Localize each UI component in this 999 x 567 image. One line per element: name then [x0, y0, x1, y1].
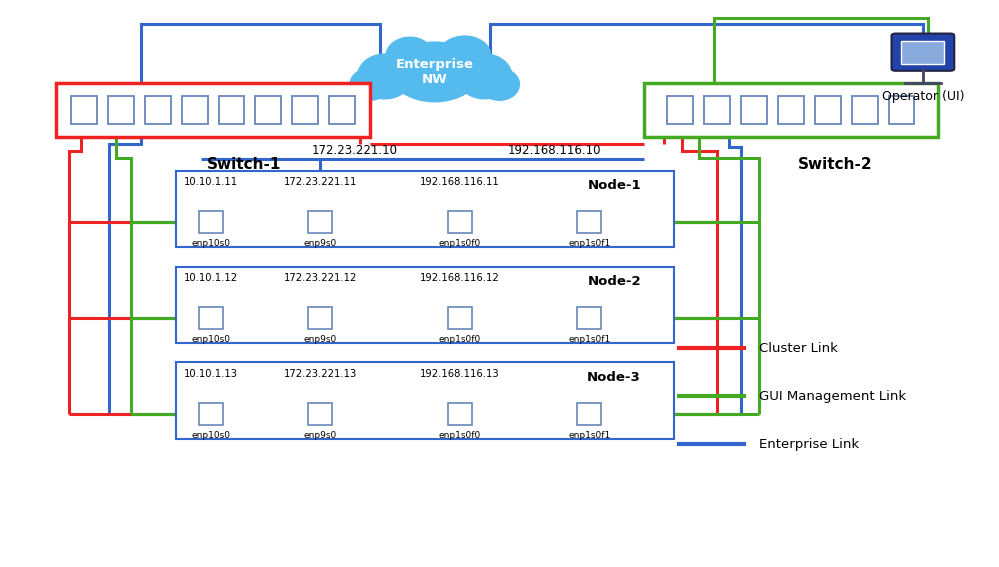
Bar: [815, 96, 841, 124]
Text: enp9s0: enp9s0: [304, 336, 337, 344]
Bar: [56, 83, 370, 137]
Text: 172.23.221.13: 172.23.221.13: [284, 369, 357, 379]
Text: 172.23.221.12: 172.23.221.12: [284, 273, 357, 284]
Text: 192.168.116.10: 192.168.116.10: [507, 145, 601, 158]
Text: 172.23.221.11: 172.23.221.11: [284, 177, 357, 188]
Bar: [309, 307, 332, 329]
Bar: [852, 96, 877, 124]
Text: 192.168.116.11: 192.168.116.11: [420, 177, 500, 188]
Bar: [741, 96, 767, 124]
Bar: [199, 211, 223, 232]
Bar: [309, 211, 332, 232]
Bar: [256, 96, 282, 124]
Text: GUI Management Link: GUI Management Link: [758, 390, 906, 403]
Bar: [108, 96, 134, 124]
Bar: [888, 96, 914, 124]
Text: Switch-2: Switch-2: [797, 156, 872, 172]
Text: 192.168.116.12: 192.168.116.12: [420, 273, 500, 284]
Bar: [644, 83, 938, 137]
Bar: [71, 96, 97, 124]
Text: enp9s0: enp9s0: [304, 431, 337, 441]
Text: 10.10.1.13: 10.10.1.13: [184, 369, 238, 379]
Text: Node-1: Node-1: [587, 179, 641, 192]
Text: 192.168.116.13: 192.168.116.13: [420, 369, 500, 379]
Bar: [577, 307, 601, 329]
Bar: [667, 96, 693, 124]
Text: Node-3: Node-3: [587, 371, 641, 384]
Text: enp1s0f0: enp1s0f0: [439, 431, 481, 441]
Ellipse shape: [390, 42, 480, 101]
Bar: [176, 266, 674, 342]
Bar: [329, 96, 355, 124]
Bar: [448, 307, 472, 329]
Text: 172.23.221.10: 172.23.221.10: [312, 145, 398, 158]
Text: enp1s0f0: enp1s0f0: [439, 336, 481, 344]
Bar: [309, 403, 332, 425]
Text: enp10s0: enp10s0: [191, 336, 230, 344]
Bar: [145, 96, 171, 124]
Bar: [577, 211, 601, 232]
Text: 10.10.1.11: 10.10.1.11: [184, 177, 238, 188]
Ellipse shape: [358, 54, 413, 99]
Bar: [577, 403, 601, 425]
Bar: [176, 362, 674, 439]
Text: enp10s0: enp10s0: [191, 239, 230, 248]
Bar: [182, 96, 208, 124]
Ellipse shape: [480, 69, 519, 100]
Ellipse shape: [458, 54, 511, 99]
Text: enp1s0f1: enp1s0f1: [568, 336, 610, 344]
FancyBboxPatch shape: [891, 33, 954, 71]
Text: enp9s0: enp9s0: [304, 239, 337, 248]
Text: enp1s0f1: enp1s0f1: [568, 431, 610, 441]
Bar: [901, 41, 944, 64]
Text: Enterprise Link: Enterprise Link: [758, 438, 859, 451]
Bar: [199, 307, 223, 329]
Text: Enterprise
NW: Enterprise NW: [396, 58, 474, 86]
Text: Switch-1: Switch-1: [207, 156, 282, 172]
Bar: [704, 96, 730, 124]
Ellipse shape: [439, 36, 491, 74]
Bar: [199, 403, 223, 425]
Bar: [219, 96, 245, 124]
Bar: [293, 96, 319, 124]
Text: enp1s0f0: enp1s0f0: [439, 239, 481, 248]
Text: Operator (UI): Operator (UI): [882, 90, 964, 103]
Text: Node-2: Node-2: [587, 275, 641, 288]
Bar: [778, 96, 804, 124]
Text: enp10s0: enp10s0: [191, 431, 230, 441]
Ellipse shape: [350, 69, 390, 100]
Text: Cluster Link: Cluster Link: [758, 342, 837, 355]
Bar: [448, 211, 472, 232]
Bar: [448, 403, 472, 425]
Text: 10.10.1.12: 10.10.1.12: [184, 273, 238, 284]
Ellipse shape: [386, 37, 434, 75]
Text: enp1s0f1: enp1s0f1: [568, 239, 610, 248]
Bar: [176, 171, 674, 247]
